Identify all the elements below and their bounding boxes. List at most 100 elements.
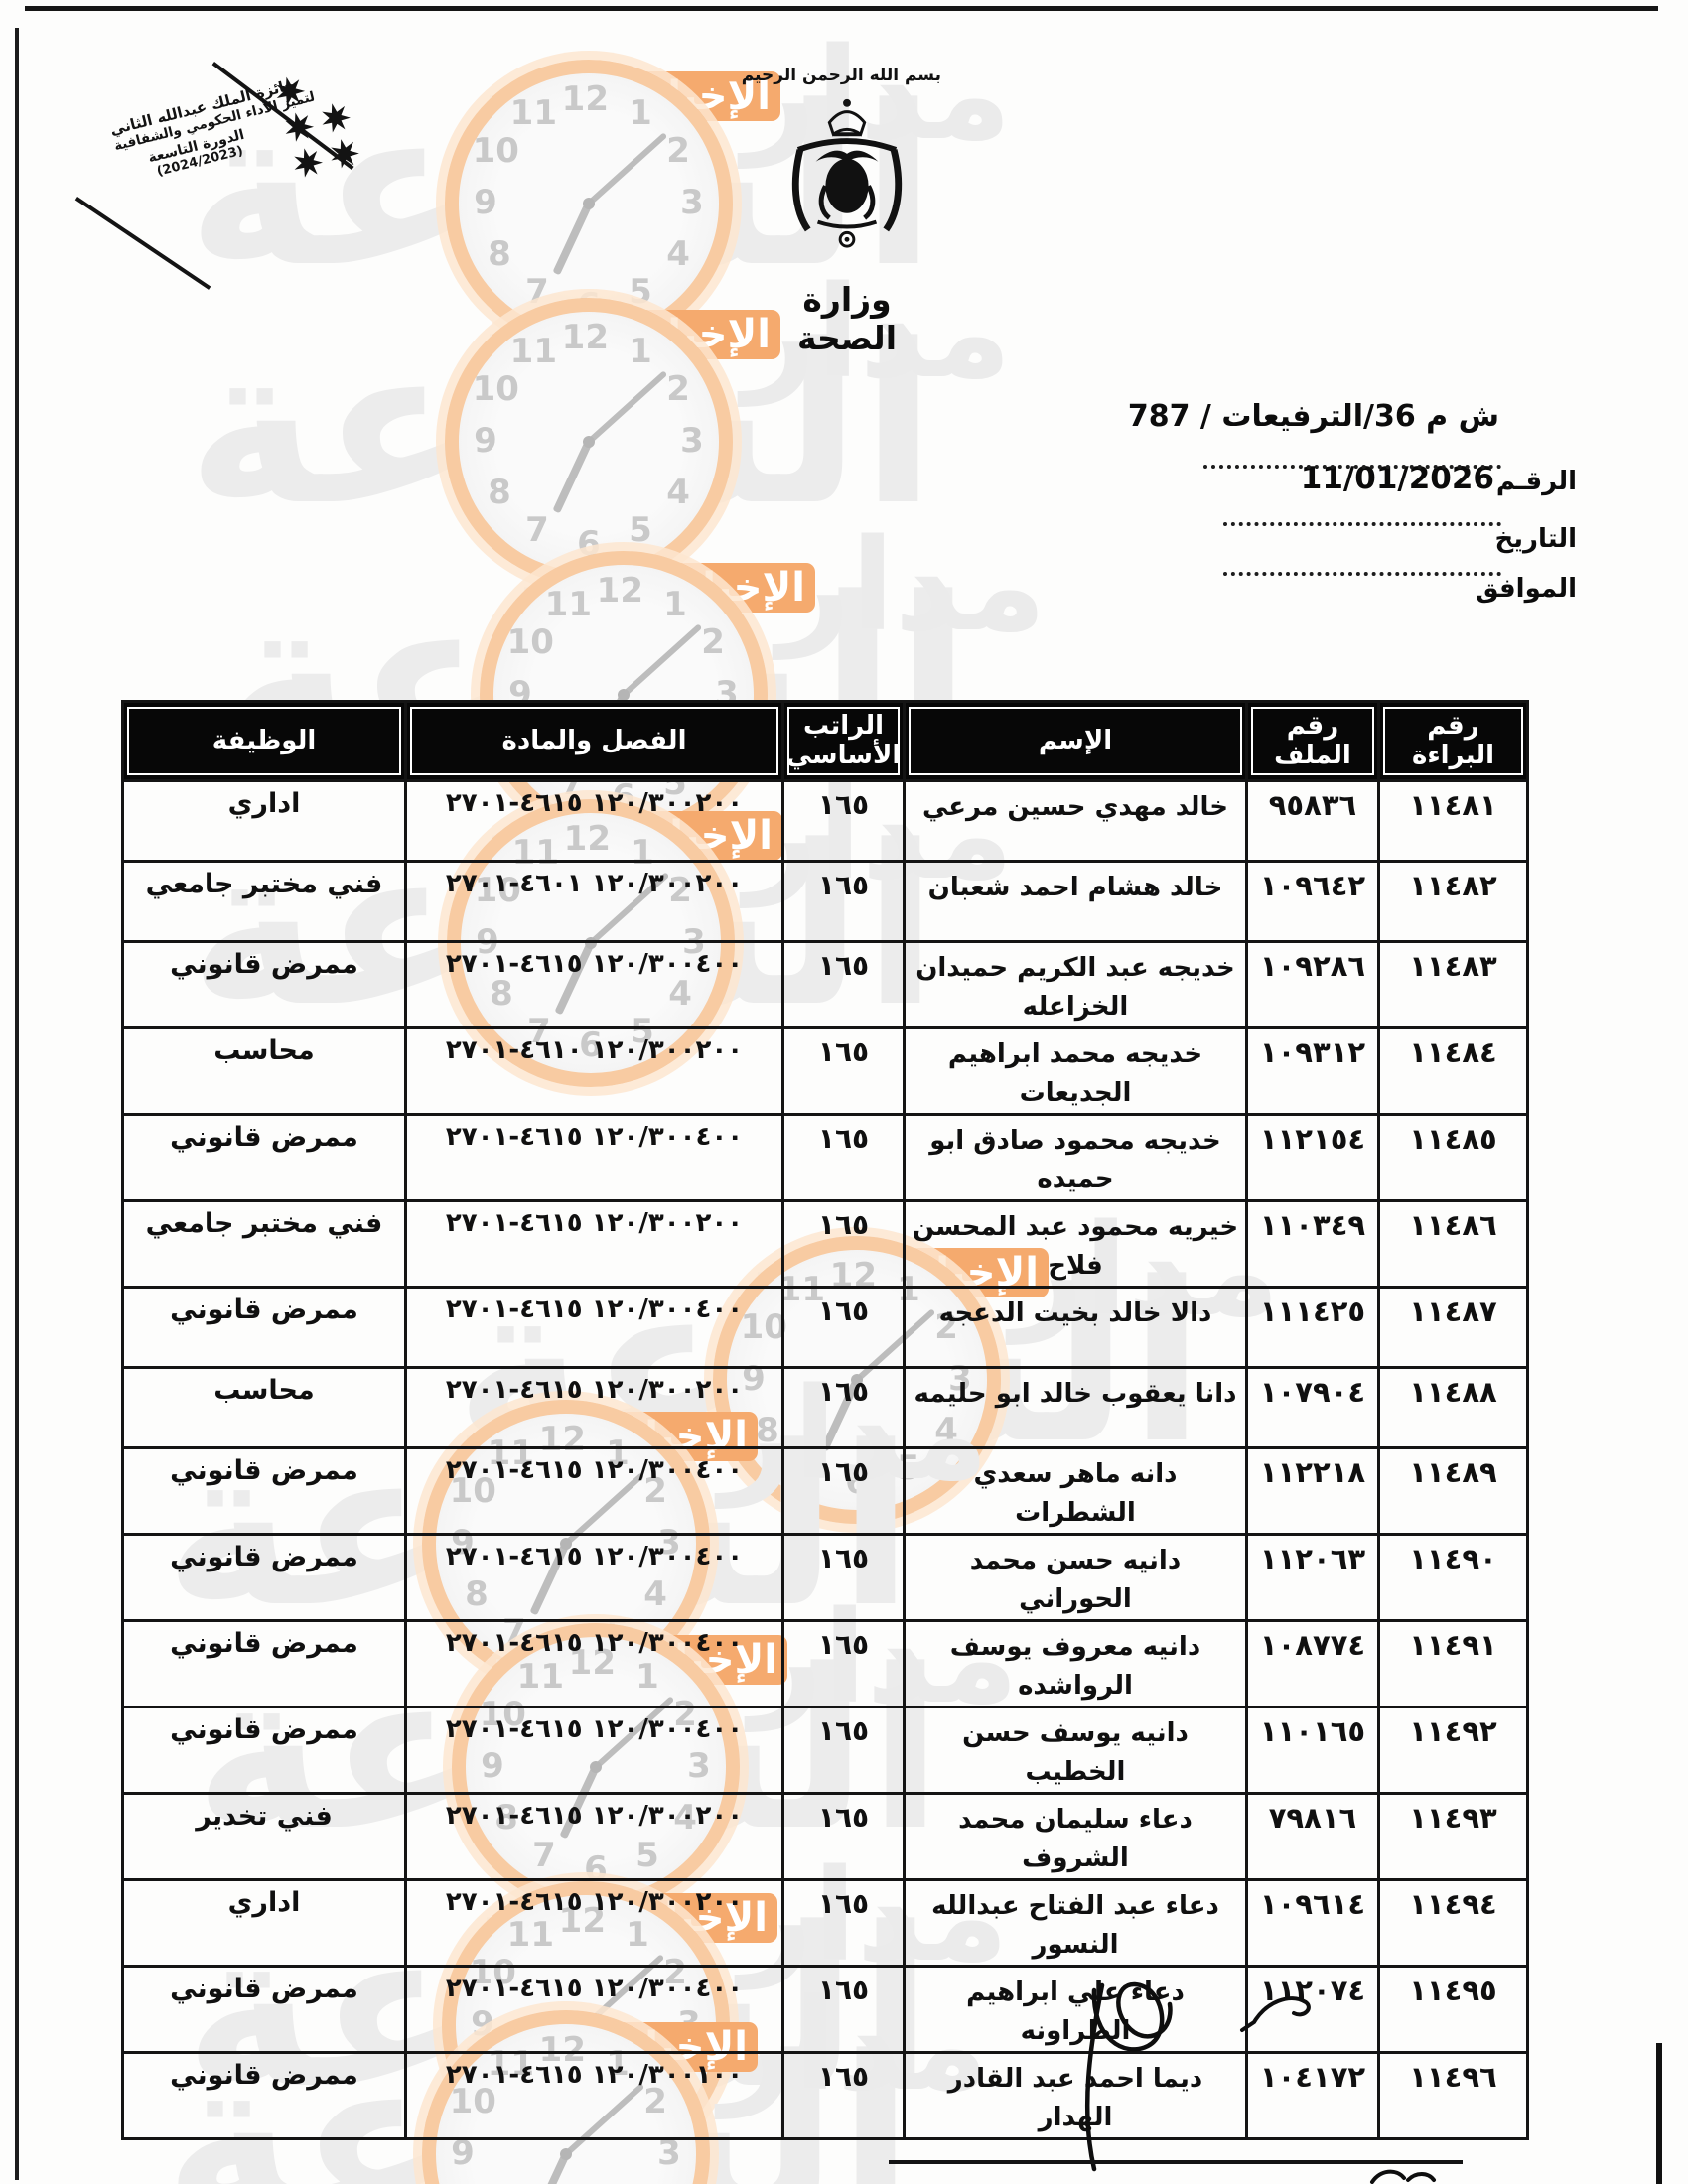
promotions-table-wrap: رقم البراءة رقم الملف الإسم الراتب الأسا… [121, 700, 1529, 2140]
header-decree-no-label: رقم البراءة [1383, 707, 1523, 775]
clock-number: 7 [525, 272, 549, 313]
clock-number: 1 [629, 331, 652, 371]
header-file-no-label: رقم الملف [1251, 707, 1374, 775]
cell-account: ١٢٠/٣٠٠٢٠٠ ٤٦٠١-٢٧٠١ [404, 860, 784, 943]
cell-file: ١٠٩٢٨٦ [1245, 940, 1380, 1029]
header-salary-label: الراتب الأساسي [786, 707, 901, 775]
table-row: ١١٤٩١ ١٠٨٧٧٤ دانيه معروف يوسف الرواشده ١٦٥ ١… [121, 1619, 1529, 1708]
cell-account: ١٢٠/٣٠٠٢٠٠ ٤٦١٥-٢٧٠١ [404, 779, 784, 863]
cell-account: ١٢٠/٣٠٠٤٠٠ ٤٦١٥-٢٧٠١ [404, 1965, 784, 2054]
header-decree-no: رقم البراءة [1377, 700, 1529, 782]
cell-account: ١٢٠/٣٠٠٤٠٠ ٤٦١٥-٢٧٠١ [404, 1533, 784, 1622]
header-chapter-article-label: الفصل والمادة [410, 707, 778, 775]
cell-decree: ١١٤٩٦ [1377, 2051, 1529, 2140]
cell-name: خالد مهدي حسين مرعي [903, 779, 1248, 863]
cell-account: ١٢٠/٣٠٠٢٠٠ ٤٦١٥-٢٧٠١ [404, 1199, 784, 1289]
header-chapter-article: الفصل والمادة [404, 700, 784, 782]
basmala-text: بسم الله الرحمن الرحيم [741, 66, 941, 85]
cell-name: دانيه حسن محمد الحوراني [903, 1533, 1248, 1622]
cell-file: ١٠٨٧٧٤ [1245, 1619, 1380, 1708]
clock-number: 8 [488, 234, 511, 274]
cell-salary: ١٦٥ [781, 860, 906, 943]
clock-number: 4 [666, 234, 690, 274]
cell-account: ١٢٠/٣٠٠٤٠٠ ٤٦١٥-٢٧٠١ [404, 1286, 784, 1369]
clock-number: 2 [666, 369, 690, 409]
coat-of-arms [791, 98, 903, 248]
cell-name: دالا خالد بخيت الدعجه [903, 1286, 1248, 1369]
clock-center-dot [583, 198, 595, 209]
table-row: ١١٤٨٨ ١٠٧٩٠٤ دانا يعقوب خالد ابو حليمه ١٦٥ ١… [121, 1366, 1529, 1449]
cell-salary: ١٦٥ [781, 940, 906, 1029]
clock-number: 10 [472, 369, 519, 409]
table-row: ١١٤٨٩ ١١٢٢١٨ دانه ماهر سعدي الشطرات ١٦٥ ١٢٠/… [121, 1446, 1529, 1536]
clock-number: 10 [506, 622, 554, 662]
cell-salary: ١٦٥ [781, 779, 906, 863]
header-file-no: رقم الملف [1245, 700, 1380, 782]
cell-account: ١٢٠/٣٠٠١٠٠ ٤٦١٥-٢٧٠١ [404, 2051, 784, 2140]
clock-number: 9 [474, 421, 497, 461]
cell-job: فني تخدير [121, 1792, 407, 1881]
cell-name: دانه ماهر سعدي الشطرات [903, 1446, 1248, 1536]
cell-salary: ١٦٥ [781, 1619, 906, 1708]
table-row: ١١٤٨٤ ١٠٩٣١٢ خديجه محمد ابراهيم الجديعات ١٦… [121, 1026, 1529, 1116]
clock-minute-hand [621, 623, 703, 698]
cell-file: ١١٠١٦٥ [1245, 1706, 1380, 1795]
cell-name: دعاء علي ابراهيم الطراونه [903, 1965, 1248, 2054]
cell-job: ممرض قانوني [121, 1286, 407, 1369]
table-row: ١١٤٨١ ٩٥٨٣٦ خالد مهدي حسين مرعي ١٦٥ ١٢٠/٣٠٠٢… [121, 779, 1529, 863]
cell-file: ١٠٧٩٠٤ [1245, 1366, 1380, 1449]
table-row: ١١٤٨٦ ١١٠٣٤٩ خيريه محمود عبد المحسن فلاح ١٦… [121, 1199, 1529, 1289]
cell-salary: ١٦٥ [781, 2051, 906, 2140]
dotted-line-number [1203, 465, 1501, 469]
cell-job: فني مختبر جامعي [121, 1199, 407, 1289]
clock-number: 3 [657, 2133, 681, 2173]
seven-pointed-star-icon [327, 135, 362, 171]
award-logo-text: جائزة الملك عبدالله الثاني لتميز الأداء … [108, 75, 317, 222]
header-job-label: الوظيفة [127, 707, 401, 775]
cell-decree: ١١٤٨٢ [1377, 860, 1529, 943]
cell-file: ١١٠٣٤٩ [1245, 1199, 1380, 1289]
header-name-label: الإسم [909, 707, 1242, 775]
cell-decree: ١١٤٨٩ [1377, 1446, 1529, 1536]
table-row: ١١٤٩٤ ١٠٩٦١٤ دعاء عبد الفتاح عبدالله النسو… [121, 1878, 1529, 1968]
clock-number: 5 [629, 272, 652, 313]
dotted-line-corresponding [1223, 572, 1501, 576]
cell-job: ممرض قانوني [121, 1965, 407, 2054]
table-row: ١١٤٨٧ ١١١٤٢٥ دالا خالد بخيت الدعجه ١٦٥ ١٢٠/٣… [121, 1286, 1529, 1369]
cell-salary: ١٦٥ [781, 1113, 906, 1202]
clock-hour-hand [552, 440, 593, 514]
cell-name: دعاء عبد الفتاح عبدالله النسور [903, 1878, 1248, 1968]
table-header-row: رقم البراءة رقم الملف الإسم الراتب الأسا… [121, 700, 1529, 782]
cell-name: خيريه محمود عبد المحسن فلاح [903, 1199, 1248, 1289]
cell-salary: ١٦٥ [781, 1026, 906, 1116]
cell-salary: ١٦٥ [781, 1286, 906, 1369]
clock-number: 6 [577, 524, 601, 564]
cell-file: ١١٢٢١٨ [1245, 1446, 1380, 1536]
clock-center-dot [560, 2148, 572, 2160]
cell-job: ممرض قانوني [121, 1706, 407, 1795]
cell-salary: ١٦٥ [781, 1366, 906, 1449]
clock-number: 2 [666, 131, 690, 171]
cell-decree: ١١٤٩٠ [1377, 1533, 1529, 1622]
cell-decree: ١١٤٨٣ [1377, 940, 1529, 1029]
cell-account: ١٢٠/٣٠٠٤٠٠ ٤٦١٥-٢٧٠١ [404, 1619, 784, 1708]
cell-account: ١٢٠/٣٠٠٢٠٠ ٤٦١٥-٢٧٠١ [404, 1792, 784, 1881]
cell-decree: ١١٤٨٤ [1377, 1026, 1529, 1116]
clock-minute-hand [586, 132, 668, 206]
clock-number: 2 [701, 622, 725, 662]
cell-account: ١٢٠/٣٠٠٤٠٠ ٤٦١٥-٢٧٠١ [404, 1706, 784, 1795]
clock-number: 11 [509, 92, 557, 133]
cell-job: ممرض قانوني [121, 940, 407, 1029]
clock-number: 1 [629, 92, 652, 133]
table-row: ١١٤٩٦ ١٠٤١٧٢ ديما احمد عبد القادر الهدار ١٦… [121, 2051, 1529, 2140]
cell-salary: ١٦٥ [781, 1878, 906, 1968]
cell-account: ١٢٠/٣٠٠٢٠٠ ٤٦١٠-٢٧٠١ [404, 1026, 784, 1116]
cell-name: دانيه معروف يوسف الرواشده [903, 1619, 1248, 1708]
cell-job: ممرض قانوني [121, 2051, 407, 2140]
label-number: الرقـم [1495, 467, 1577, 496]
cell-job: ممرض قانوني [121, 1446, 407, 1536]
cell-account: ١٢٠/٣٠٠٤٠٠ ٤٦١٥-٢٧٠١ [404, 1113, 784, 1202]
